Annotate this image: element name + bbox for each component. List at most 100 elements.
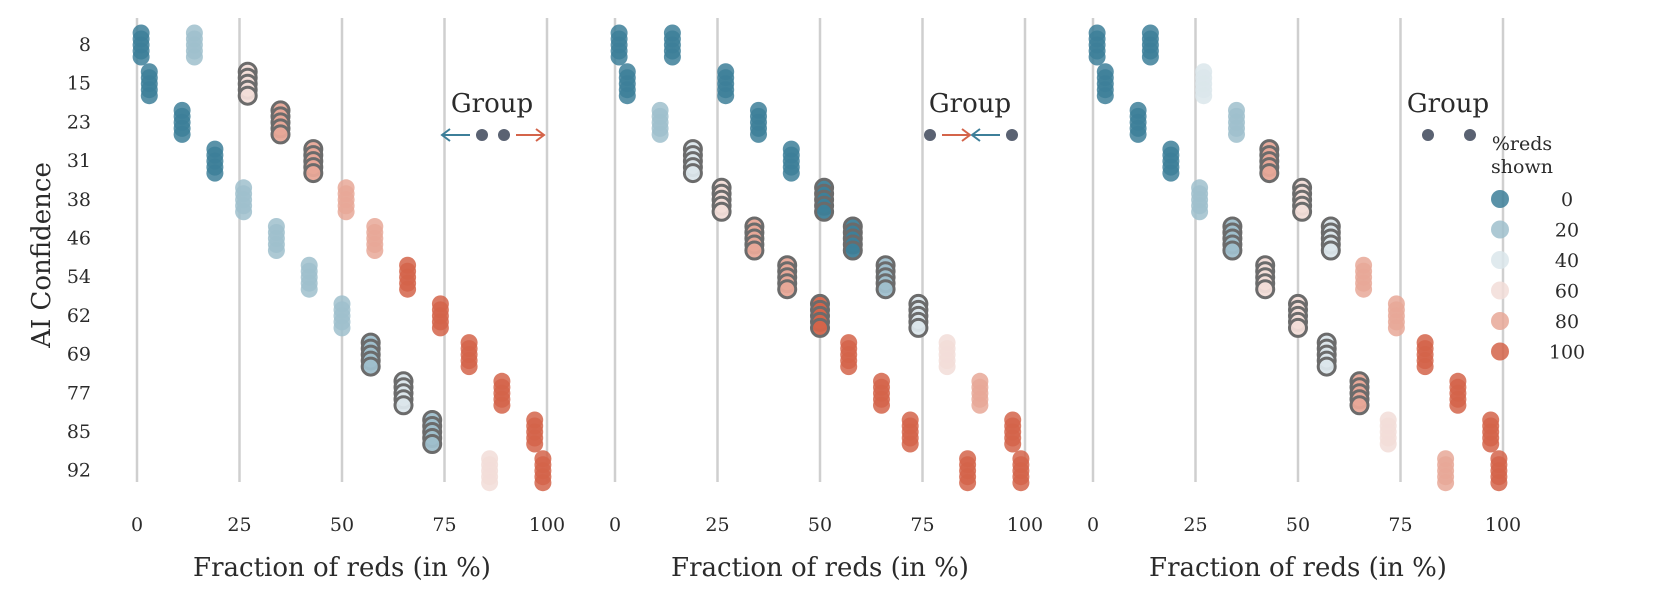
point-marker bbox=[1355, 280, 1373, 298]
panel-3: 0 25 50 75 100 Fraction of reds (in %) Group bbox=[1087, 18, 1521, 583]
data-point bbox=[173, 101, 191, 143]
point-marker bbox=[237, 85, 258, 106]
point-marker bbox=[460, 358, 478, 376]
point-marker bbox=[1288, 317, 1308, 338]
data-point bbox=[1490, 450, 1508, 492]
legend-entry: 60 bbox=[1491, 281, 1579, 303]
data-point bbox=[1255, 255, 1276, 300]
data-point bbox=[651, 101, 669, 143]
point-marker bbox=[959, 474, 977, 492]
point-marker bbox=[873, 396, 890, 414]
point-marker bbox=[493, 396, 511, 414]
legend-label: 60 bbox=[1555, 281, 1579, 303]
x-tick-label: 100 bbox=[529, 514, 565, 536]
point-marker bbox=[399, 280, 417, 298]
x-tick-label: 0 bbox=[609, 514, 621, 536]
x-axis-label: Fraction of reds (in %) bbox=[193, 553, 491, 583]
group-dot bbox=[1006, 129, 1018, 141]
point-marker bbox=[1379, 435, 1397, 453]
data-point bbox=[1387, 295, 1405, 337]
data-point bbox=[810, 293, 830, 338]
point-marker bbox=[1004, 435, 1022, 453]
data-point bbox=[1162, 140, 1180, 182]
legend-swatch bbox=[1491, 342, 1509, 361]
x-tick-label: 100 bbox=[1485, 514, 1521, 536]
legend-entry: 80 bbox=[1491, 311, 1579, 333]
point-marker bbox=[1012, 474, 1030, 492]
data-point bbox=[1449, 372, 1467, 414]
group-marker bbox=[924, 128, 1018, 142]
data-point bbox=[744, 216, 765, 261]
point-marker bbox=[618, 87, 636, 105]
data-point bbox=[422, 410, 443, 454]
data-point bbox=[300, 256, 318, 298]
legend-label: 100 bbox=[1549, 342, 1585, 364]
legend-entry: 100 bbox=[1491, 342, 1585, 364]
y-tick-label: 38 bbox=[67, 189, 91, 211]
data-point bbox=[750, 101, 767, 143]
legend: %reds shown 0 20 40 60 80 100 bbox=[1491, 133, 1585, 364]
data-point bbox=[337, 179, 355, 221]
legend-title-line1: %reds bbox=[1492, 133, 1552, 155]
point-marker bbox=[840, 358, 858, 376]
x-axis-label: Fraction of reds (in %) bbox=[1149, 553, 1447, 583]
point-marker bbox=[777, 279, 798, 300]
panels: 0 25 50 75 100 Fraction of reds (in %) Group 0 2… bbox=[131, 18, 1521, 583]
group-label: Group bbox=[929, 89, 1011, 119]
data-point bbox=[1012, 450, 1030, 492]
point-marker bbox=[1437, 474, 1455, 492]
y-tick-label: 69 bbox=[67, 344, 91, 366]
point-marker bbox=[1387, 319, 1405, 337]
y-tick-label: 15 bbox=[67, 73, 91, 95]
y-tick-label: 23 bbox=[67, 111, 91, 133]
data-point bbox=[431, 295, 449, 337]
arrow-head bbox=[535, 128, 546, 142]
data-point bbox=[534, 450, 552, 492]
y-tick-label: 46 bbox=[67, 228, 91, 250]
legend-entry: 40 bbox=[1491, 250, 1579, 272]
y-tick-label: 92 bbox=[67, 460, 91, 482]
point-marker bbox=[744, 240, 765, 261]
x-tick-label: 25 bbox=[1183, 514, 1207, 536]
point-marker bbox=[1416, 358, 1434, 376]
y-tick-label: 77 bbox=[67, 382, 91, 404]
point-marker bbox=[267, 242, 285, 259]
data-point bbox=[1096, 63, 1114, 105]
point-marker bbox=[333, 319, 351, 337]
data-point bbox=[1259, 139, 1280, 184]
point-marker bbox=[1292, 201, 1313, 222]
point-marker bbox=[1259, 163, 1280, 184]
legend-entry: 0 bbox=[1491, 189, 1573, 211]
data-point bbox=[1195, 63, 1213, 105]
data-point bbox=[1355, 256, 1373, 298]
data-point bbox=[235, 179, 253, 221]
group-marker bbox=[1422, 129, 1476, 141]
data-point bbox=[360, 332, 381, 377]
point-marker bbox=[481, 474, 499, 492]
point-marker bbox=[303, 163, 324, 184]
point-marker bbox=[682, 163, 703, 184]
point-marker bbox=[1449, 396, 1467, 414]
y-tick-label: 31 bbox=[67, 150, 91, 172]
data-point bbox=[1379, 411, 1397, 453]
group-dot bbox=[476, 129, 488, 141]
x-axis-label: Fraction of reds (in %) bbox=[671, 553, 969, 583]
x-tick-label: 25 bbox=[227, 514, 251, 536]
data-point bbox=[1222, 216, 1243, 261]
point-marker bbox=[360, 356, 381, 377]
point-marker bbox=[235, 203, 253, 221]
group-dot bbox=[1464, 129, 1476, 141]
data-point bbox=[711, 177, 732, 222]
point-marker bbox=[711, 201, 732, 222]
point-marker bbox=[132, 48, 150, 66]
data-point bbox=[1141, 24, 1159, 66]
point-marker bbox=[610, 48, 628, 66]
point-marker bbox=[1222, 240, 1243, 261]
data-point bbox=[1228, 101, 1245, 143]
legend-swatch bbox=[1491, 312, 1509, 330]
data-point bbox=[303, 139, 324, 184]
group-label: Group bbox=[1407, 89, 1489, 119]
point-marker bbox=[938, 358, 956, 376]
